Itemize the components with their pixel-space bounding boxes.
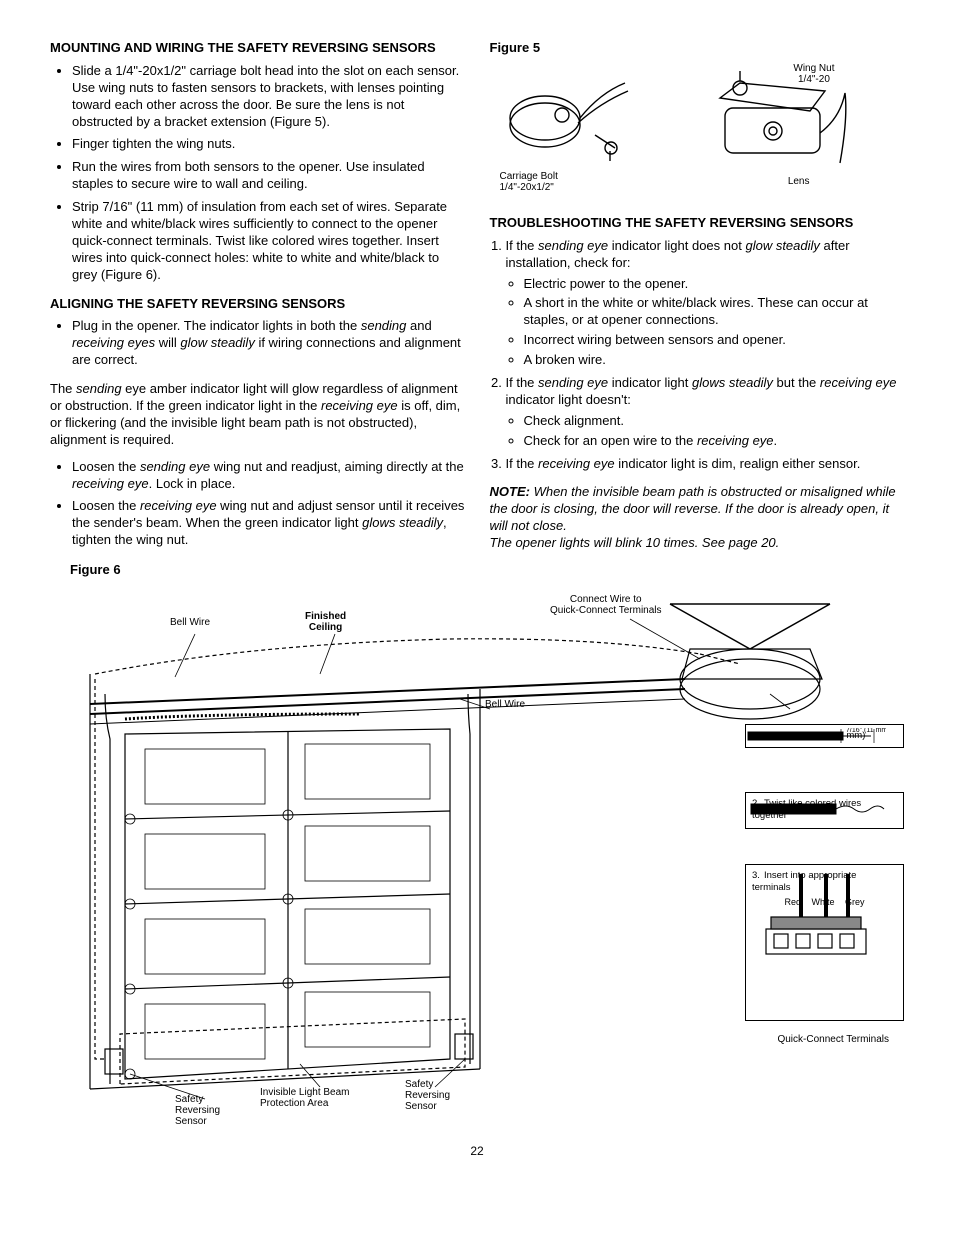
label-qct: Quick-Connect Terminals (777, 1034, 889, 1045)
list-item: Plug in the opener. The indicator lights… (72, 318, 465, 369)
fig6-label: Figure 6 (70, 562, 904, 579)
list-item: If the sending eye indicator light does … (506, 238, 905, 369)
list-item: A broken wire. (524, 352, 905, 369)
label-finished-ceiling: Finished Ceiling (305, 611, 346, 633)
list-item: If the sending eye indicator light glows… (506, 375, 905, 450)
label-lens: Lens (788, 176, 810, 187)
step-box-3: 3.Insert into appropriate terminals Red … (745, 864, 904, 1021)
heading-mounting: MOUNTING AND WIRING THE SAFETY REVERSING… (50, 40, 465, 57)
label-srs-left: Safety Reversing Sensor (175, 1094, 220, 1127)
page-number: 22 (50, 1144, 904, 1160)
label-measure: 7/16" (11 mm) (846, 728, 886, 734)
step-box-1: 1.Strip wire 7/16" (11 mm) 7/16" (11 mm) (745, 724, 904, 748)
list-item: Slide a 1/4"-20x1/2" carriage bolt head … (72, 63, 465, 131)
label-connect-wire: Connect Wire to Quick-Connect Terminals (550, 594, 662, 616)
step-box-2: 2.Twist like colored wires together (745, 792, 904, 829)
list-item: A short in the white or white/black wire… (524, 295, 905, 329)
list-item: If the receiving eye indicator light is … (506, 456, 905, 473)
note: NOTE: When the invisible beam path is ob… (490, 484, 905, 552)
heading-aligning: ALIGNING THE SAFETY REVERSING SENSORS (50, 296, 465, 313)
label-beam: Invisible Light Beam Protection Area (260, 1087, 350, 1109)
list-item: Strip 7/16" (11 mm) of insulation from e… (72, 199, 465, 283)
list-item: Electric power to the opener. (524, 276, 905, 293)
heading-troubleshoot: TROUBLESHOOTING THE SAFETY REVERSING SEN… (490, 215, 905, 232)
para-sending-eye: The sending eye amber indicator light wi… (50, 381, 465, 449)
label-carriage-bolt: Carriage Bolt 1/4"-20x1/2" (500, 171, 558, 193)
list-item: Loosen the receiving eye wing nut and ad… (72, 498, 465, 549)
adjust-list: Loosen the sending eye wing nut and read… (50, 459, 465, 549)
list-item: Loosen the sending eye wing nut and read… (72, 459, 465, 493)
list-item: Incorrect wiring between sensors and ope… (524, 332, 905, 349)
label-wing-nut: Wing Nut 1/4"-20 (793, 63, 834, 85)
label-bell-wire-2: Bell Wire (485, 699, 525, 710)
align-list: Plug in the opener. The indicator lights… (50, 318, 465, 369)
mounting-list: Slide a 1/4"-20x1/2" carriage bolt head … (50, 63, 465, 284)
fig5-label: Figure 5 (490, 40, 905, 57)
figure-5: Carriage Bolt 1/4"-20x1/2" Wing Nut 1/4"… (490, 63, 860, 203)
list-item: Run the wires from both sensors to the o… (72, 159, 465, 193)
label-srs-right: Safety Reversing Sensor (405, 1079, 450, 1112)
figure-6: Bell Wire Finished Ceiling Bell Wire Con… (50, 589, 904, 1129)
list-item: Check for an open wire to the receiving … (524, 433, 905, 450)
label-bell-wire-1: Bell Wire (170, 617, 210, 628)
list-item: Finger tighten the wing nuts. (72, 136, 465, 153)
list-item: Check alignment. (524, 413, 905, 430)
troubleshoot-list: If the sending eye indicator light does … (490, 238, 905, 473)
